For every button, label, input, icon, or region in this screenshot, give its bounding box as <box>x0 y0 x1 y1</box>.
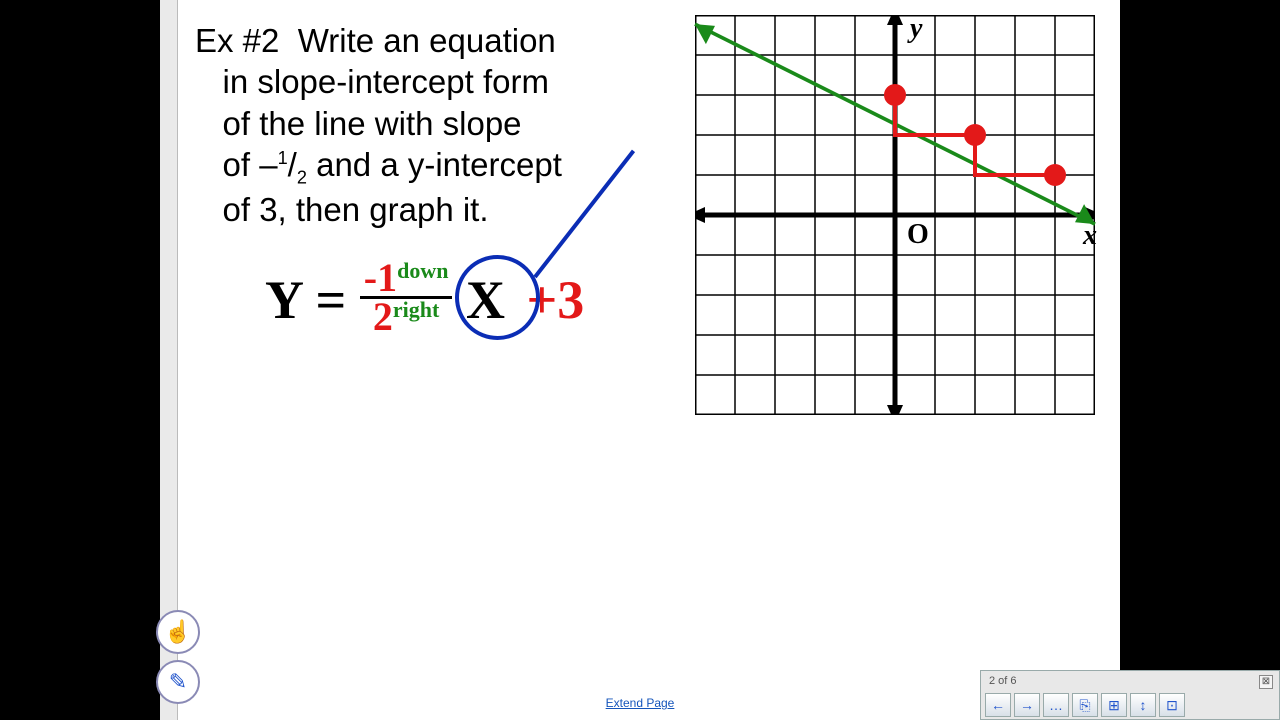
content-area: Ex #2 Write an equation in slope-interce… <box>160 0 1120 720</box>
point-2-2 <box>964 124 986 146</box>
hand-tool-button[interactable]: ☝ <box>156 610 200 654</box>
coordinate-graph: y x O <box>695 15 1095 415</box>
slope-fraction: -1down 2right <box>360 260 453 335</box>
nav-close-button[interactable]: ⊠ <box>1259 675 1273 689</box>
page-status: 2 of 6 <box>989 675 1017 687</box>
origin-label: O <box>907 219 929 251</box>
whiteboard-canvas: Ex #2 Write an equation in slope-interce… <box>160 0 1120 720</box>
nav-prev-button[interactable]: ← <box>985 693 1011 717</box>
equation-equals: = <box>316 270 347 330</box>
slope-note-down: down <box>397 258 448 283</box>
extend-page-link[interactable]: Extend Page <box>606 696 675 710</box>
nav-grid-button[interactable]: ⊞ <box>1101 693 1127 717</box>
intercept-circle-annotation <box>455 255 540 340</box>
nav-fit-button[interactable]: ↕ <box>1130 693 1156 717</box>
slope-denominator: 2 <box>373 294 393 339</box>
problem-text: Ex #2 Write an equation in slope-interce… <box>195 20 635 230</box>
nav-full-button[interactable]: ⊡ <box>1159 693 1185 717</box>
page-navigator-panel: 2 of 6 ⊠ ← → … ⎘ ⊞ ↕ ⊡ <box>980 670 1280 720</box>
nav-pages-button[interactable]: ⎘ <box>1072 693 1098 717</box>
point-4-1 <box>1044 164 1066 186</box>
nav-next-button[interactable]: → <box>1014 693 1040 717</box>
nav-more-button[interactable]: … <box>1043 693 1069 717</box>
pen-icon: ✎ <box>169 669 187 695</box>
hand-icon: ☝ <box>164 619 191 645</box>
equation-lhs: Y <box>265 270 302 330</box>
y-axis-label: y <box>910 13 922 45</box>
plotted-points <box>695 15 1095 415</box>
pen-tool-button[interactable]: ✎ <box>156 660 200 704</box>
slope-note-right: right <box>393 297 439 322</box>
point-0-3 <box>884 84 906 106</box>
x-axis-label: x <box>1083 220 1097 252</box>
nav-button-row: ← → … ⎘ ⊞ ↕ ⊡ <box>985 693 1185 717</box>
